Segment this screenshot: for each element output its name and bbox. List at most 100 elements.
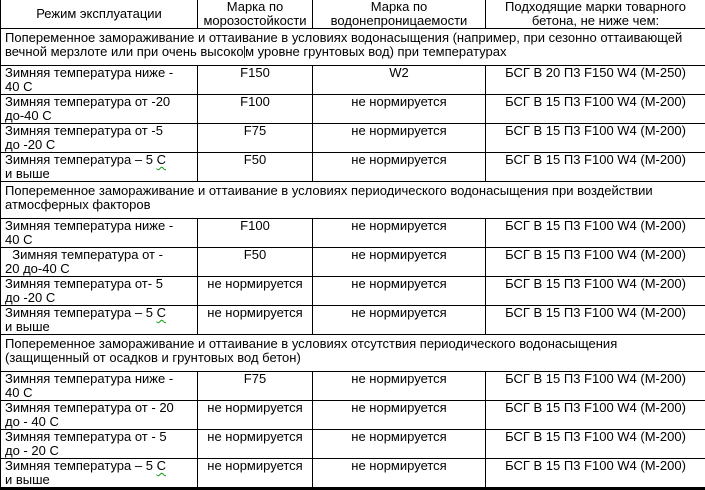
- mode-line: до - 40 С: [5, 415, 195, 429]
- cell-frost-grade[interactable]: F75: [198, 372, 313, 401]
- mode-line: 40 С: [5, 80, 195, 94]
- cell-water-grade[interactable]: W2: [313, 66, 486, 95]
- col-header-concrete-grades[interactable]: Подходящие марки товарного бетона, не ни…: [486, 0, 705, 29]
- section-title-cell[interactable]: Попеременное замораживание и оттаивание …: [1, 29, 705, 66]
- cell-concrete-grade[interactable]: БСГ В 15 П3 F100 W4 (М-200): [486, 372, 705, 401]
- mode-line: Зимняя температура ниже -: [5, 219, 195, 233]
- table-row: Зимняя температура – 5 С и выше F50 не н…: [1, 153, 705, 182]
- cell-water-grade[interactable]: не нормируется: [313, 124, 486, 153]
- mode-line: Зимняя температура – 5 С: [5, 306, 195, 320]
- mode-text: Зимняя температура – 5: [5, 153, 157, 168]
- spellcheck-marked-text: С: [46, 137, 55, 152]
- mode-text: Зимняя температура ниже -: [5, 372, 173, 387]
- mode-text: Зимняя температура ниже -: [5, 219, 173, 234]
- cell-operating-mode[interactable]: Зимняя температура от - 5 до - 20 С: [1, 430, 198, 459]
- mode-line: Зимняя температура от -5: [5, 124, 195, 138]
- table-row: Зимняя температура ниже - 40 С F100 не н…: [1, 219, 705, 248]
- cell-operating-mode[interactable]: Зимняя температура – 5 С и выше: [1, 306, 198, 335]
- cell-water-grade[interactable]: не нормируется: [313, 459, 486, 489]
- mode-line: и выше: [5, 167, 195, 181]
- mode-line: Зимняя температура ниже -: [5, 372, 195, 386]
- cell-concrete-grade[interactable]: БСГ В 15 П3 F100 W4 (М-200): [486, 306, 705, 335]
- mode-line: до-40 С: [5, 109, 195, 123]
- table-row: Зимняя температура от - 20 до-40 С F50 н…: [1, 248, 705, 277]
- section-title-text: Попеременное замораживание и оттаивание …: [5, 336, 621, 365]
- mode-text: до -20: [5, 290, 46, 305]
- section-title-text: Попеременное замораживание и оттаивание …: [5, 183, 656, 212]
- mode-text: до -20: [5, 137, 46, 152]
- section-title-cell[interactable]: Попеременное замораживание и оттаивание …: [1, 182, 705, 219]
- col-header-frost-grade[interactable]: Марка по морозостойкости: [198, 0, 313, 29]
- cell-operating-mode[interactable]: Зимняя температура – 5 С и выше: [1, 459, 198, 489]
- cell-operating-mode[interactable]: Зимняя температура – 5 С и выше: [1, 153, 198, 182]
- cell-operating-mode[interactable]: Зимняя температура ниже - 40 С: [1, 66, 198, 95]
- mode-text: Зимняя температура – 5: [5, 459, 157, 474]
- mode-line: и выше: [5, 473, 195, 487]
- cell-water-grade[interactable]: не нормируется: [313, 277, 486, 306]
- cell-water-grade[interactable]: не нормируется: [313, 95, 486, 124]
- cell-frost-grade[interactable]: F100: [198, 95, 313, 124]
- cell-concrete-grade[interactable]: БСГ В 15 П3 F100 W4 (М-200): [486, 95, 705, 124]
- cell-frost-grade[interactable]: не нормируется: [198, 459, 313, 489]
- cell-frost-grade[interactable]: не нормируется: [198, 306, 313, 335]
- cell-concrete-grade[interactable]: БСГ В 15 П3 F100 W4 (М-200): [486, 248, 705, 277]
- cell-concrete-grade[interactable]: БСГ В 15 П3 F100 W4 (М-200): [486, 430, 705, 459]
- table-row: Зимняя температура ниже - 40 С F150 W2 Б…: [1, 66, 705, 95]
- mode-text: 40: [5, 385, 23, 400]
- cell-frost-grade[interactable]: не нормируется: [198, 277, 313, 306]
- mode-line: до - 20 С: [5, 444, 195, 458]
- cell-frost-grade[interactable]: не нормируется: [198, 430, 313, 459]
- mode-text: до - 40: [5, 414, 49, 429]
- mode-text: Зимняя температура от- 5: [5, 277, 163, 292]
- cell-operating-mode[interactable]: Зимняя температура от -5 до -20 С: [1, 124, 198, 153]
- cell-frost-grade[interactable]: F100: [198, 219, 313, 248]
- mode-line: Зимняя температура от -20: [5, 95, 195, 109]
- cell-frost-grade[interactable]: F150: [198, 66, 313, 95]
- mode-line: до -20 С: [5, 291, 195, 305]
- cell-water-grade[interactable]: не нормируется: [313, 219, 486, 248]
- cell-concrete-grade[interactable]: БСГ В 15 П3 F100 W4 (М-200): [486, 277, 705, 306]
- cell-operating-mode[interactable]: Зимняя температура ниже - 40 С: [1, 372, 198, 401]
- cell-frost-grade[interactable]: F50: [198, 248, 313, 277]
- cell-concrete-grade[interactable]: БСГ В 20 П3 F150 W4 (М-250): [486, 66, 705, 95]
- table-row: Зимняя температура от - 20 до - 40 С не …: [1, 401, 705, 430]
- cell-concrete-grade[interactable]: БСГ В 15 П3 F100 W4 (М-200): [486, 219, 705, 248]
- cell-concrete-grade[interactable]: БСГ В 15 П3 F100 W4 (М-200): [486, 459, 705, 489]
- table-row: Зимняя температура от -20 до-40 С F100 н…: [1, 95, 705, 124]
- cell-water-grade[interactable]: не нормируется: [313, 372, 486, 401]
- header-row: Режим эксплуатации Марка по морозостойко…: [1, 0, 705, 29]
- cell-concrete-grade[interactable]: БСГ В 15 П3 F100 W4 (М-200): [486, 401, 705, 430]
- cell-operating-mode[interactable]: Зимняя температура от - 20 до-40 С: [1, 248, 198, 277]
- cell-frost-grade[interactable]: не нормируется: [198, 401, 313, 430]
- cell-concrete-grade[interactable]: БСГ В 15 П3 F100 W4 (М-200): [486, 153, 705, 182]
- cell-frost-grade[interactable]: F50: [198, 153, 313, 182]
- cell-operating-mode[interactable]: Зимняя температура ниже - 40 С: [1, 219, 198, 248]
- mode-text: Зимняя температура от -: [5, 248, 163, 263]
- cell-concrete-grade[interactable]: БСГ В 15 П3 F100 W4 (М-200): [486, 124, 705, 153]
- cell-water-grade[interactable]: не нормируется: [313, 430, 486, 459]
- cell-operating-mode[interactable]: Зимняя температура от- 5 до -20 С: [1, 277, 198, 306]
- mode-text: Зимняя температура от -20: [5, 95, 170, 110]
- col-header-water-grade[interactable]: Марка по водонепроницаемости: [313, 0, 486, 29]
- table-row: Зимняя температура от- 5 до -20 С не нор…: [1, 277, 705, 306]
- spellcheck-marked-text: С: [60, 261, 69, 276]
- cell-water-grade[interactable]: не нормируется: [313, 153, 486, 182]
- cell-frost-grade[interactable]: F75: [198, 124, 313, 153]
- cell-operating-mode[interactable]: Зимняя температура от - 20 до - 40 С: [1, 401, 198, 430]
- cell-water-grade[interactable]: не нормируется: [313, 248, 486, 277]
- col-header-operating-mode[interactable]: Режим эксплуатации: [1, 0, 198, 29]
- section-title-cell[interactable]: Попеременное замораживание и оттаивание …: [1, 335, 705, 372]
- mode-text: Зимняя температура – 5: [5, 306, 157, 321]
- spellcheck-marked-text: С: [49, 443, 58, 458]
- mode-line: Зимняя температура – 5 С: [5, 153, 195, 167]
- mode-text: Зимняя температура от - 20: [5, 401, 174, 416]
- cell-operating-mode[interactable]: Зимняя температура от -20 до-40 С: [1, 95, 198, 124]
- mode-text: Зимняя температура от -5: [5, 124, 163, 139]
- mode-text: 40 С: [5, 79, 32, 94]
- mode-text: 20 до-40: [5, 261, 60, 276]
- mode-line: до -20 С: [5, 138, 195, 152]
- spellcheck-marked-text: С: [157, 306, 166, 321]
- table-row: Зимняя температура – 5 С и выше не норми…: [1, 306, 705, 335]
- cell-water-grade[interactable]: не нормируется: [313, 306, 486, 335]
- cell-water-grade[interactable]: не нормируется: [313, 401, 486, 430]
